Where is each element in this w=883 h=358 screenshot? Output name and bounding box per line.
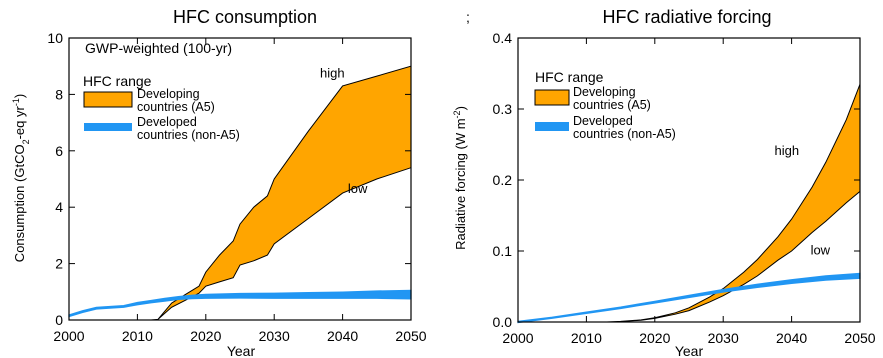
forcing-xtick-label: 2000 [502,330,533,346]
forcing-developed-band [517,272,861,324]
forcing-ticks: 2000 2010 2020 2030 2040 2050 0.0 0.1 0.2 0.3 0.4 [493,30,876,346]
consumption-legend-title: HFC range [83,73,152,89]
forcing-ytick-label: 0.2 [493,172,513,188]
forcing-ytick-label: 0.1 [493,243,513,259]
consumption-note: GWP-weighted (100-yr) [85,40,232,56]
consumption-title: HFC consumption [173,7,317,27]
consumption-xtick-label: 2040 [327,328,358,344]
consumption-legend-swatch-developing [83,91,133,108]
stray-mark: ; [466,9,470,25]
forcing-annotations: high low [775,143,831,257]
forcing-xtick-label: 2050 [844,330,875,346]
consumption-ytick-label: 8 [55,86,63,102]
consumption-legend: HFC range Developing countries (A5) Deve… [83,73,240,142]
forcing-ylabel: Radiative forcing (W m-2) [452,106,468,250]
forcing-xtick-label: 2040 [776,330,807,346]
forcing-legend-developed-line1: Developed [573,114,633,128]
consumption-ytick-label: 10 [47,30,63,46]
forcing-legend-developing-line1: Developing [573,85,636,99]
consumption-xtick-label: 2030 [259,328,290,344]
consumption-developed-band [68,289,412,318]
consumption-legend-developed-line2: countries (non-A5) [137,128,240,142]
consumption-annotations: high low [320,65,368,196]
forcing-title: HFC radiative forcing [602,7,771,27]
forcing-areas [517,84,861,324]
forcing-ytick-label: 0.4 [493,30,513,46]
consumption-legend-developing-line1: Developing [137,87,200,101]
consumption-xtick-label: 2000 [53,328,84,344]
consumption-annotation-low: low [348,181,368,196]
forcing-plot-frame [517,37,861,323]
forcing-legend-title: HFC range [535,69,604,85]
forcing-xlabel: Year [675,343,704,358]
consumption-ytick-label: 6 [55,143,63,159]
forcing-legend-developing-line2: countries (A5) [573,98,651,112]
consumption-legend-developing-line2: countries (A5) [137,100,215,114]
forcing-developing-range [606,84,861,323]
consumption-ylabel: Consumption (GtCO2-eq yr-1) [11,94,31,262]
forcing-legend-swatch-developing [534,89,570,106]
consumption-xtick-label: 2020 [190,328,221,344]
forcing-xtick-label: 2010 [571,330,602,346]
consumption-xtick-label: 2050 [395,328,426,344]
consumption-ytick-label: 4 [55,199,63,215]
consumption-ytick-label: 2 [55,256,63,272]
forcing-xtick-label: 2030 [708,330,739,346]
forcing-legend-developed-line2: countries (non-A5) [573,127,676,141]
consumption-panel: HFC consumption Consumption (GtCO2-eq yr… [11,7,427,358]
consumption-legend-swatch-developed [84,123,132,131]
consumption-legend-developed-line1: Developed [137,115,197,129]
forcing-annotation-high: high [775,143,800,158]
forcing-annotation-low: low [811,243,831,258]
consumption-ytick-label: 0 [55,312,63,328]
forcing-ytick-label: 0.3 [493,101,513,117]
forcing-legend: HFC range Developing countries (A5) Deve… [534,69,676,141]
consumption-plot-frame [68,37,412,321]
forcing-panel: HFC radiative forcing Radiative forcing … [452,7,876,358]
forcing-xtick-label: 2020 [639,330,670,346]
forcing-legend-swatch-developed [535,122,569,131]
consumption-xlabel: Year [227,343,256,358]
forcing-ytick-label: 0.0 [493,314,513,330]
consumption-xtick-label: 2010 [122,328,153,344]
consumption-annotation-high: high [320,65,345,80]
